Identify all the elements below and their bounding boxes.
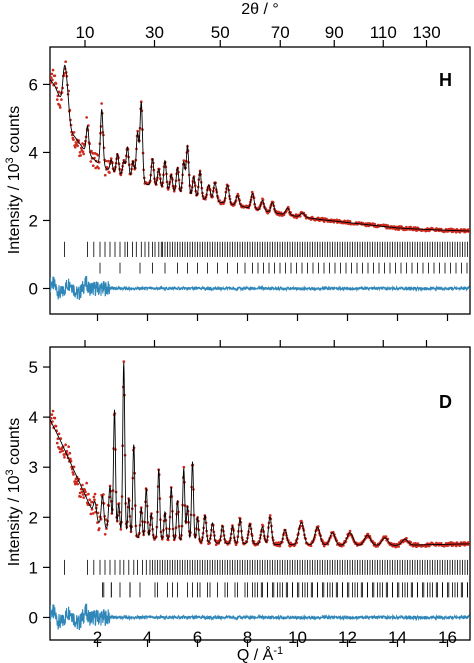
top-axis-tick-label: 90: [325, 23, 344, 42]
panel-d-reflections-row-2: [102, 582, 468, 598]
panel-d-y-tick-label: 5: [29, 358, 38, 377]
panel-h-label: H: [439, 70, 452, 90]
panel-h-reflections-row-1: [64, 241, 470, 257]
panel-h: 0 2 4 6 H: [29, 40, 471, 321]
panel-d-observed-series: [50, 360, 470, 549]
bottom-axis-tick-label: 10: [288, 628, 307, 647]
top-axis-tick-label: 30: [145, 23, 164, 42]
bottom-axis-tick-label: 2: [93, 628, 102, 647]
panel-h-calculated-series: [50, 64, 470, 232]
panel-d-y-tick-label: 2: [29, 508, 38, 527]
panel-d-y-tick-label: 1: [29, 558, 38, 577]
panel-h-y-tick-label: 4: [29, 143, 38, 162]
panel-h-y-tick-label: 2: [29, 211, 38, 230]
panel-h-frame: [49, 46, 471, 315]
panel-d-y-tick-label: 0: [29, 608, 38, 627]
panel-d-label: D: [439, 392, 452, 412]
panel-h-difference-series: [50, 275, 470, 301]
panel-h-content: 0 2 4 6: [29, 40, 470, 321]
top-axis-title: 2θ / °: [241, 1, 279, 18]
panel-d-reflections-row-3: [103, 582, 468, 598]
panel-d-plot-area: [50, 360, 470, 631]
panel-d-reflections-row-1: [64, 559, 470, 575]
panel-d-difference-series: [50, 603, 470, 631]
bottom-axis-ticks: 2 4 6 8 10 12 14 16: [93, 628, 457, 647]
top-axis-tick-label: 50: [211, 23, 230, 42]
panel-h-plot-area: [50, 60, 470, 301]
panel-h-y-axis-title: Intensity / 103 counts: [4, 106, 23, 254]
top-axis-tick-label: 110: [370, 23, 397, 42]
panel-d-y-axis-title: Intensity / 103 counts: [4, 418, 23, 566]
bottom-axis-tick-label: 12: [338, 628, 357, 647]
panel-h-y-tick-label: 0: [29, 279, 38, 298]
panel-d-calculated-series: [50, 362, 470, 546]
panel-h-observed-series: [50, 60, 470, 234]
bottom-axis-tick-label: 8: [243, 628, 252, 647]
panel-h-y-tick-label: 6: [29, 75, 38, 94]
panel-d-y-tick-label: 4: [29, 408, 38, 427]
panel-h-reflections-row-2: [99, 262, 468, 274]
bottom-axis-tick-label: 16: [438, 628, 457, 647]
top-axis-tick-label: 130: [412, 23, 440, 42]
bottom-axis-tick-label: 14: [388, 628, 407, 647]
panel-d-frame: [49, 346, 471, 641]
top-axis-tick-label: 10: [76, 23, 95, 42]
bottom-axis-tick-label: 6: [193, 628, 202, 647]
bottom-axis-tick-label: 4: [143, 628, 152, 647]
top-axis-tick-label: 70: [271, 23, 290, 42]
bottom-axis-title: Q / Å-1: [237, 645, 283, 663]
top-axis-ticks: 10 30 50 70 90 110 130: [76, 23, 441, 42]
panel-d-y-tick-label: 3: [29, 458, 38, 477]
